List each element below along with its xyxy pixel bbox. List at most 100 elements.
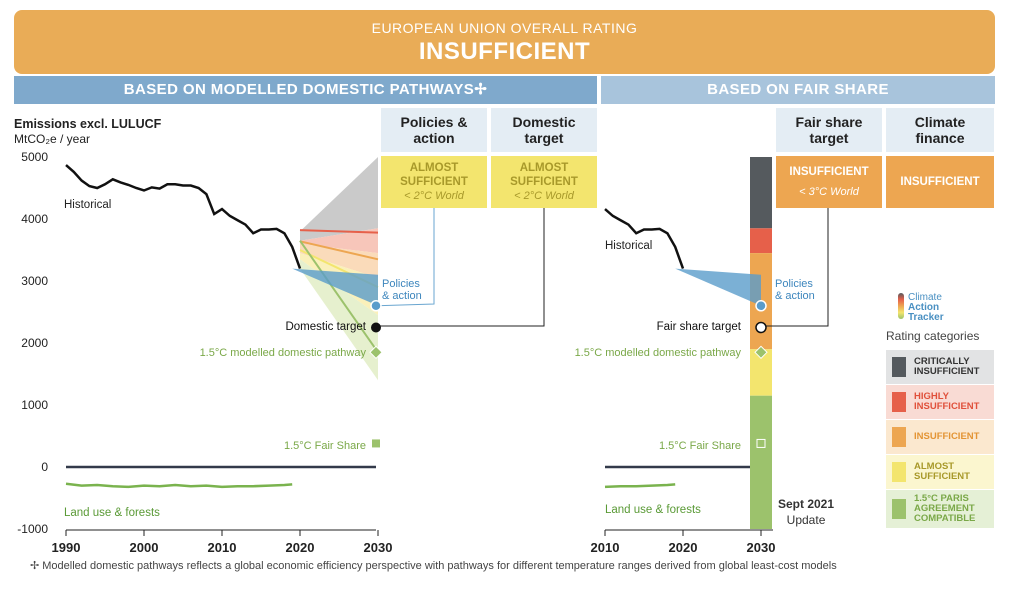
pathway-fan-band: [300, 243, 378, 278]
pathway-highly-line: [299, 229, 379, 234]
fair-share-1p5-label: 1.5°C Fair Share: [659, 440, 741, 452]
legend-label: CRITICALLY INSUFFICIENT: [914, 356, 980, 377]
legend-title: Rating categories: [886, 329, 980, 343]
x-tick-label: 2030: [364, 540, 393, 555]
update-note: Sept 2021 Update: [778, 496, 834, 528]
x-tick-label: 2010: [591, 540, 620, 555]
rating-label: ALMOST SUFFICIENT: [400, 162, 468, 188]
logo-line: Action: [908, 302, 940, 313]
fair-share-1p5-label: 1.5°C Fair Share: [284, 440, 366, 452]
column-header-policies: Policies & action: [381, 108, 487, 152]
column-header-fair-share: Fair share target: [776, 108, 882, 152]
cat-logo: Climate Action Tracker: [898, 292, 944, 323]
policies-action-label: & action: [775, 290, 815, 302]
historical-line: [604, 208, 685, 270]
policies-action-label: Policies: [775, 278, 813, 290]
pathway-insufficient-line: [299, 240, 379, 261]
rating-box-fair-share: INSUFFICIENT < 3°C World: [776, 156, 882, 208]
y-tick-label: 2000: [21, 336, 48, 350]
historical-label: Historical: [605, 240, 652, 252]
policies-action-label: Policies: [382, 278, 420, 290]
x-tick-label: 2010: [208, 540, 237, 555]
legend-item-insufficient: INSUFFICIENT: [886, 420, 994, 454]
legend-label: ALMOST SUFFICIENT: [914, 461, 970, 482]
land-use-label: Land use & forests: [64, 507, 160, 519]
legend-label: INSUFFICIENT: [914, 431, 980, 442]
x-tick-label: 2020: [286, 540, 315, 555]
policies-action-marker: [370, 300, 382, 312]
rating-box-policies: ALMOST SUFFICIENT < 2°C World: [381, 156, 487, 208]
fair-share-target-marker: [755, 321, 767, 334]
policies-action-wedge: [292, 268, 378, 306]
y-axis-unit: MtCO₂e / year: [14, 132, 90, 146]
rating-box-domestic-target: ALMOST SUFFICIENT < 2°C World: [491, 156, 597, 208]
update-date: Sept 2021: [778, 497, 835, 511]
land-use-label: Land use & forests: [605, 504, 701, 516]
modelled-pathway-line: [299, 240, 379, 353]
land-use-line: [65, 482, 293, 489]
domestic-target-marker: [371, 322, 381, 333]
rating-label: INSUFFICIENT: [789, 166, 869, 178]
historical-label: Historical: [64, 199, 111, 211]
land-use-line: [604, 483, 676, 489]
legend-label: 1.5°C PARIS AGREEMENT COMPATIBLE: [914, 493, 976, 524]
x-tick-label: 2000: [130, 540, 159, 555]
legend-swatch: [892, 499, 906, 519]
rating-label: INSUFFICIENT: [900, 176, 980, 188]
modelled-pathway-marker: [369, 345, 383, 360]
y-tick-label: 4000: [21, 212, 48, 226]
pathway-fan-band: [300, 253, 378, 316]
legend-item-paris-compatible: 1.5°C PARIS AGREEMENT COMPATIBLE: [886, 490, 994, 528]
column-header-climate-finance: Climate finance: [886, 108, 994, 152]
policies-action-wedge: [675, 268, 761, 306]
historical-line: [65, 164, 302, 270]
x-tick-label: 2030: [747, 540, 776, 555]
modelled-pathway-label: 1.5°C modelled domestic pathway: [575, 347, 742, 359]
rating-bar-segment: [750, 228, 772, 254]
y-tick-label: 1000: [21, 398, 48, 412]
logo-thermometer-icon: [898, 293, 904, 319]
fair-share-1p5-marker: [756, 438, 766, 448]
domestic-target-label: Domestic target: [285, 321, 366, 333]
rating-bar-segment: [750, 395, 772, 529]
fair-share-target-label: Fair share target: [657, 321, 742, 333]
fair-share-1p5-marker: [372, 439, 380, 448]
overall-rating-banner: EUROPEAN UNION OVERALL RATING INSUFFICIE…: [14, 10, 995, 74]
banner-subtitle: EUROPEAN UNION OVERALL RATING: [371, 20, 638, 36]
legend-item-critically-insufficient: CRITICALLY INSUFFICIENT: [886, 350, 994, 384]
logo-line: Tracker: [908, 312, 944, 323]
modelled-pathway-marker: [754, 345, 768, 360]
connector-line: [376, 208, 545, 327]
legend-item-almost-sufficient: ALMOST SUFFICIENT: [886, 455, 994, 489]
x-tick-label: 1990: [52, 540, 81, 555]
legend-swatch: [892, 427, 906, 447]
pathway-almost-line: [299, 249, 379, 289]
rating-world: < 2°C World: [404, 190, 464, 202]
x-tick-label: 2020: [669, 540, 698, 555]
legend-item-highly-insufficient: HIGHLY INSUFFICIENT: [886, 385, 994, 419]
pathway-fan-band: [300, 157, 378, 241]
legend-swatch: [892, 462, 906, 482]
logo-line: Climate: [908, 292, 942, 303]
pathway-fan-band: [300, 228, 378, 254]
legend-swatch: [892, 392, 906, 412]
connector-line: [375, 208, 435, 307]
connector-line: [761, 208, 829, 327]
policies-action-marker: [755, 300, 767, 312]
policies-action-label: & action: [382, 290, 422, 302]
column-title: Fair share target: [795, 114, 863, 146]
y-axis-label: Emissions excl. LULUCF: [14, 117, 162, 131]
y-tick-label: 3000: [21, 274, 48, 288]
y-tick-label: -1000: [17, 522, 48, 536]
section-header-modelled: BASED ON MODELLED DOMESTIC PATHWAYS✢: [14, 76, 597, 104]
pathway-fan-band: [300, 259, 378, 381]
column-title: Domestic target: [512, 114, 576, 146]
rating-label: ALMOST SUFFICIENT: [510, 162, 578, 188]
legend-swatch: [892, 357, 906, 377]
legend-label: HIGHLY INSUFFICIENT: [914, 391, 980, 412]
banner-rating: INSUFFICIENT: [418, 38, 591, 65]
y-tick-label: 0: [41, 460, 48, 474]
column-title: Climate finance: [914, 114, 966, 146]
column-title: Policies & action: [400, 114, 468, 146]
rating-bar-segment: [750, 157, 772, 229]
